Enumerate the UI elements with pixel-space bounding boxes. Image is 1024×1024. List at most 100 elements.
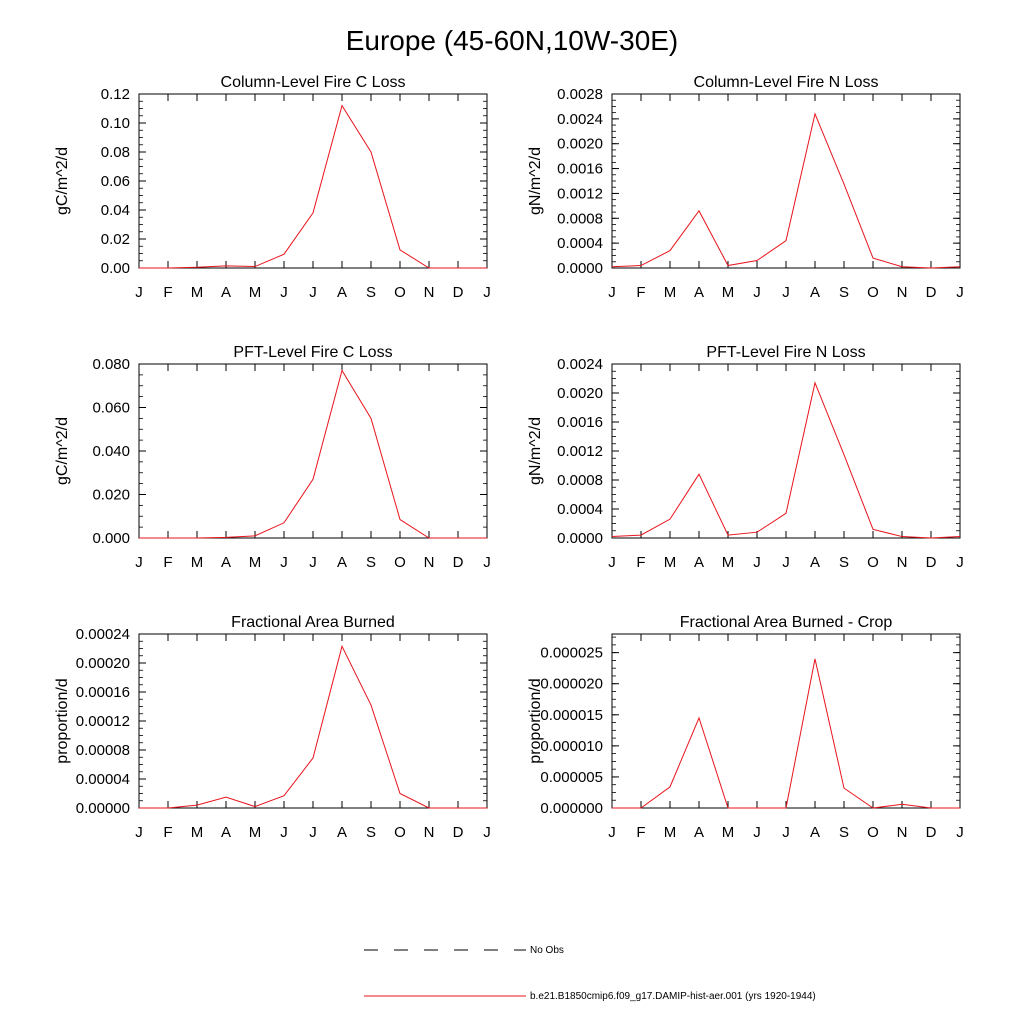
y-tick-label: 0.04 <box>101 202 130 219</box>
x-tick-label: M <box>191 284 204 301</box>
x-tick-label: N <box>424 284 435 301</box>
x-tick-label: A <box>337 284 347 301</box>
y-tick-label: 0.12 <box>101 86 130 103</box>
x-tick-label: O <box>394 284 406 301</box>
x-tick-label: A <box>337 824 347 841</box>
y-tick-label: 0.000025 <box>540 645 603 662</box>
x-tick-label: M <box>722 284 735 301</box>
x-tick-label: D <box>453 824 464 841</box>
chart-panel: Fractional Area Burned proportion/d 0.0000… <box>54 614 491 841</box>
x-tick-label: J <box>782 284 790 301</box>
plot-frame <box>611 633 961 809</box>
x-tick-label: A <box>221 824 231 841</box>
x-tick-label: O <box>867 824 879 841</box>
x-tick-label: J <box>483 284 491 301</box>
x-tick-label: J <box>956 284 964 301</box>
series-line <box>612 658 960 809</box>
y-tick-label: 0.06 <box>101 173 130 190</box>
chart-title: Column-Level Fire N Loss <box>694 74 879 91</box>
y-tick-label: 0.000020 <box>540 676 603 693</box>
x-tick-label: J <box>135 554 143 571</box>
x-tick-label: M <box>249 284 262 301</box>
legend-model-label: b.e21.B1850cmip6.f09_g17.DAMIP-hist-aer.… <box>530 991 816 1002</box>
y-tick-label: 0.0004 <box>557 501 603 518</box>
x-tick-label: J <box>483 554 491 571</box>
x-tick-label: J <box>135 824 143 841</box>
y-tick-label: 0.0000 <box>557 260 603 277</box>
x-tick-label: J <box>782 554 790 571</box>
x-tick-label: J <box>782 824 790 841</box>
x-tick-label: M <box>191 554 204 571</box>
y-tick-label: 0.0020 <box>557 385 603 402</box>
x-tick-label: M <box>722 824 735 841</box>
x-tick-label: D <box>926 284 937 301</box>
chart-panel: Fractional Area Burned - Crop proportion/… <box>527 614 964 841</box>
x-tick-label: A <box>221 284 231 301</box>
x-tick-label: M <box>191 824 204 841</box>
y-tick-label: 0.0024 <box>557 356 603 373</box>
y-axis-label: gC/m^2/d <box>54 147 71 215</box>
x-tick-label: J <box>280 284 288 301</box>
x-tick-label: O <box>394 554 406 571</box>
y-tick-label: 0.0008 <box>557 210 603 227</box>
x-tick-label: S <box>839 824 849 841</box>
x-tick-label: J <box>135 284 143 301</box>
y-axis-label: gN/m^2/d <box>527 417 544 485</box>
x-tick-label: J <box>483 824 491 841</box>
x-tick-label: A <box>694 554 704 571</box>
chart-title: PFT-Level Fire C Loss <box>233 344 392 361</box>
y-tick-label: 0.0004 <box>557 235 603 252</box>
x-tick-label: J <box>280 824 288 841</box>
plot-frame <box>138 93 488 269</box>
x-tick-label: J <box>309 554 317 571</box>
y-tick-label: 0.040 <box>92 443 130 460</box>
x-tick-label: S <box>839 284 849 301</box>
x-tick-label: M <box>249 554 262 571</box>
y-tick-label: 0.060 <box>92 400 130 417</box>
x-tick-label: J <box>753 824 761 841</box>
series-line <box>139 369 487 539</box>
series-line <box>139 644 487 809</box>
x-tick-label: M <box>722 554 735 571</box>
y-axis-label: proportion/d <box>527 678 544 763</box>
y-tick-label: 0.000010 <box>540 738 603 755</box>
x-tick-label: F <box>163 554 172 571</box>
x-tick-label: D <box>926 554 937 571</box>
x-tick-label: N <box>897 824 908 841</box>
x-tick-label: O <box>867 554 879 571</box>
chart-title: Column-Level Fire C Loss <box>221 74 406 91</box>
x-tick-label: M <box>664 284 677 301</box>
x-tick-label: J <box>753 284 761 301</box>
series-line <box>611 381 961 539</box>
x-tick-label: A <box>810 554 820 571</box>
y-tick-label: 0.0024 <box>557 111 603 128</box>
x-tick-label: S <box>366 284 376 301</box>
x-tick-label: S <box>839 554 849 571</box>
x-tick-label: N <box>897 284 908 301</box>
y-axis-label: proportion/d <box>54 678 71 763</box>
plot-frame <box>138 633 488 809</box>
x-tick-label: A <box>810 284 820 301</box>
y-tick-label: 0.00020 <box>76 655 130 672</box>
y-tick-label: 0.0012 <box>557 185 603 202</box>
y-tick-label: 0.0016 <box>557 414 603 431</box>
y-tick-label: 0.00012 <box>76 713 130 730</box>
x-tick-label: J <box>608 284 616 301</box>
y-tick-label: 0.0012 <box>557 443 603 460</box>
y-tick-label: 0.0000 <box>557 530 603 547</box>
chart-title: PFT-Level Fire N Loss <box>706 344 865 361</box>
x-tick-label: J <box>753 554 761 571</box>
y-tick-label: 0.00024 <box>76 626 130 643</box>
x-tick-label: M <box>664 554 677 571</box>
y-tick-label: 0.080 <box>92 356 130 373</box>
chart-panel: Column-Level Fire N Loss gN/m^2/d 0.0000 0.… <box>527 74 964 301</box>
y-tick-label: 0.0016 <box>557 161 603 178</box>
x-tick-label: A <box>694 284 704 301</box>
x-tick-label: M <box>664 824 677 841</box>
y-tick-label: 0.00 <box>101 260 130 277</box>
y-axis-label: gN/m^2/d <box>527 147 544 215</box>
x-tick-label: M <box>249 824 262 841</box>
x-tick-label: J <box>309 824 317 841</box>
x-tick-label: D <box>926 824 937 841</box>
y-tick-label: 0.00004 <box>76 771 130 788</box>
